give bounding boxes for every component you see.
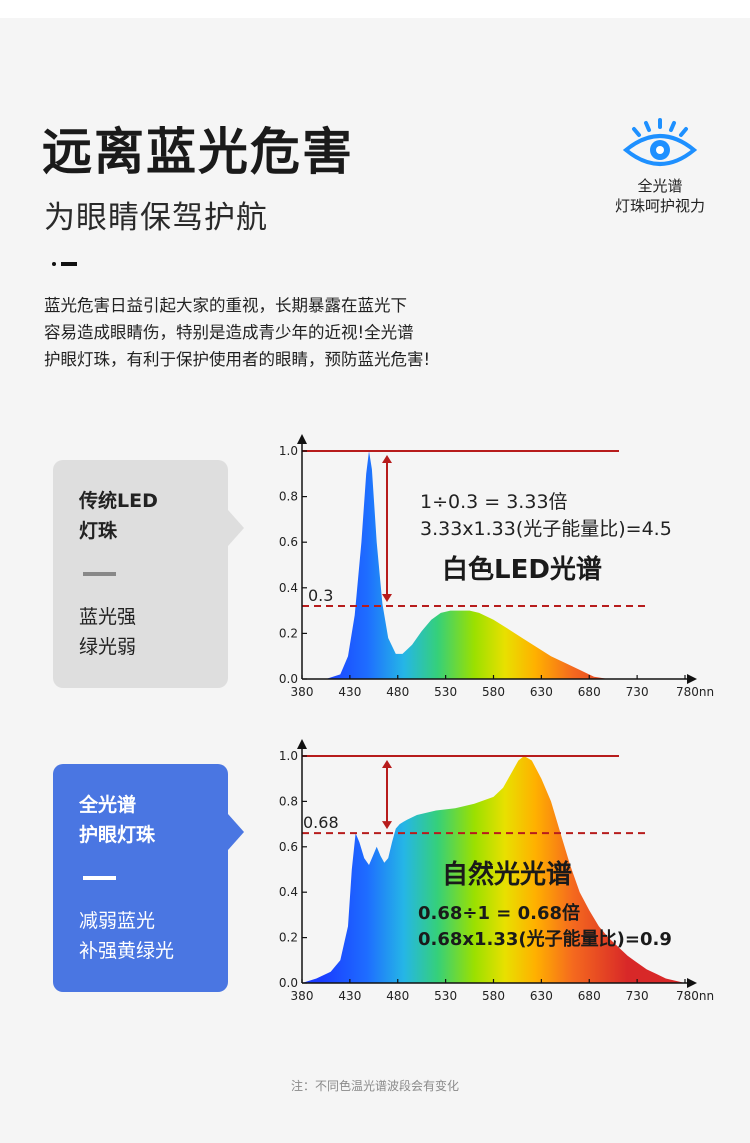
chart-annotation: 0.68x1.33(光子能量比)=0.9 bbox=[418, 928, 672, 950]
y-tick-label: 0.2 bbox=[279, 931, 298, 945]
y-tick-label: 1.0 bbox=[279, 749, 298, 763]
chart-title: 白色LED光谱 bbox=[442, 554, 602, 585]
x-tick-label: 430 bbox=[338, 685, 361, 699]
ratio-arrow-head-down bbox=[382, 821, 392, 830]
y-tick-label: 0.0 bbox=[279, 976, 298, 990]
y-tick-label: 0.4 bbox=[279, 885, 298, 899]
eye-badge: 全光谱 灯珠呵护视力 bbox=[600, 118, 720, 216]
y-tick-label: 0.6 bbox=[279, 840, 298, 854]
x-tick-label: 380 bbox=[291, 989, 314, 1003]
ratio-arrow-head-up bbox=[382, 455, 392, 463]
chart-natural-light: 0.68 0.0 0.2 0.4 0.6 0.8 1.0 380 430 480 530 580 630… bbox=[255, 735, 725, 1015]
chart-svg: 0.3 0.0 0.2 0.4 0.6 0.8 1.0 380 430 480 530 580 630 6… bbox=[279, 434, 714, 699]
x-tick-label: 530 bbox=[434, 685, 457, 699]
x-tick-label: 730 bbox=[626, 685, 649, 699]
y-tick-label: 0.2 bbox=[279, 626, 298, 640]
card-pointer bbox=[228, 510, 244, 546]
y-axis-arrowhead bbox=[297, 739, 307, 749]
x-tick-label: 430 bbox=[338, 989, 361, 1003]
y-tick-label: 0.6 bbox=[279, 535, 298, 549]
card-divider bbox=[83, 572, 116, 576]
y-tick-label: 0.8 bbox=[279, 794, 298, 808]
chart-annotation: 0.68÷1 = 0.68倍 bbox=[418, 902, 580, 924]
chart-annotation: 1÷0.3 = 3.33倍 bbox=[420, 491, 568, 513]
intro-paragraph: 蓝光危害日益引起大家的重视，长期暴露在蓝光下 容易造成眼睛伤，特别是造成青少年的… bbox=[44, 292, 514, 373]
page-title: 远离蓝光危害 bbox=[42, 123, 354, 181]
card-divider bbox=[83, 876, 116, 880]
badge-line-2: 灯珠呵护视力 bbox=[614, 197, 705, 215]
x-tick-label: 680 bbox=[578, 989, 601, 1003]
spectrum-area bbox=[302, 756, 685, 983]
page-subtitle: 为眼睛保驾护航 bbox=[44, 200, 268, 236]
x-tick-label: 630 bbox=[530, 685, 553, 699]
chart-annotation: 3.33x1.33(光子能量比)=4.5 bbox=[420, 518, 672, 540]
badge-line-1: 全光谱 bbox=[637, 177, 683, 195]
x-tick-label: 380 bbox=[291, 685, 314, 699]
x-tick-label: 630 bbox=[530, 989, 553, 1003]
y-tick-label: 0.4 bbox=[279, 581, 298, 595]
chart-white-led: 0.3 0.0 0.2 0.4 0.6 0.8 1.0 380 430 480 530 580 630 6… bbox=[255, 428, 725, 708]
x-tick-label: 580 bbox=[482, 989, 505, 1003]
card-title-line: 护眼灯珠 bbox=[79, 824, 156, 846]
card-pointer bbox=[228, 814, 244, 850]
x-tick-label: 480 bbox=[386, 989, 409, 1003]
reference-line-label: 0.68 bbox=[303, 813, 339, 832]
x-tick-label: 780nn bbox=[676, 685, 714, 699]
card-title-line: 传统LED bbox=[79, 490, 158, 512]
card-traditional-led: 传统LED 灯珠 蓝光强 绿光弱 bbox=[53, 460, 244, 688]
card-full-spectrum: 全光谱 护眼灯珠 减弱蓝光 补强黄绿光 bbox=[53, 764, 244, 992]
card-title-line: 灯珠 bbox=[79, 520, 118, 542]
x-tick-label: 580 bbox=[482, 685, 505, 699]
eye-icon bbox=[622, 118, 698, 166]
intro-line: 蓝光危害日益引起大家的重视，长期暴露在蓝光下 bbox=[44, 296, 407, 315]
footnote: 注：不同色温光谱波段会有变化 bbox=[290, 1079, 459, 1093]
y-tick-label: 0.0 bbox=[279, 672, 298, 686]
reference-line-label: 0.3 bbox=[308, 586, 333, 605]
card-desc-line: 绿光弱 bbox=[79, 636, 137, 658]
x-tick-label: 730 bbox=[626, 989, 649, 1003]
x-axis-arrowhead bbox=[687, 978, 697, 988]
y-axis-arrowhead bbox=[297, 434, 307, 444]
card-desc-line: 减弱蓝光 bbox=[79, 910, 156, 932]
x-tick-label: 680 bbox=[578, 685, 601, 699]
intro-line: 容易造成眼睛伤，特别是造成青少年的近视!全光谱 bbox=[44, 323, 414, 342]
card-desc-line: 蓝光强 bbox=[79, 606, 137, 628]
x-axis-arrowhead bbox=[687, 674, 697, 684]
x-tick-label: 480 bbox=[386, 685, 409, 699]
x-tick-label: 530 bbox=[434, 989, 457, 1003]
y-tick-label: 1.0 bbox=[279, 444, 298, 458]
ratio-arrow-head-down bbox=[382, 594, 392, 603]
chart-svg: 0.68 0.0 0.2 0.4 0.6 0.8 1.0 380 430 480 530 580 630… bbox=[279, 739, 714, 1003]
spectrum-area bbox=[302, 451, 609, 679]
divider-dot bbox=[52, 262, 56, 266]
ratio-arrow-head-up bbox=[382, 760, 392, 768]
card-title-line: 全光谱 bbox=[79, 794, 137, 816]
chart-title: 自然光光谱 bbox=[442, 859, 572, 890]
intro-line: 护眼灯珠，有利于保护使用者的眼睛，预防蓝光危害! bbox=[44, 350, 431, 369]
divider-dash bbox=[61, 262, 77, 266]
y-tick-label: 0.8 bbox=[279, 490, 298, 504]
x-tick-label: 780nn bbox=[676, 989, 714, 1003]
top-strip bbox=[0, 0, 750, 18]
card-desc-line: 补强黄绿光 bbox=[79, 940, 175, 962]
